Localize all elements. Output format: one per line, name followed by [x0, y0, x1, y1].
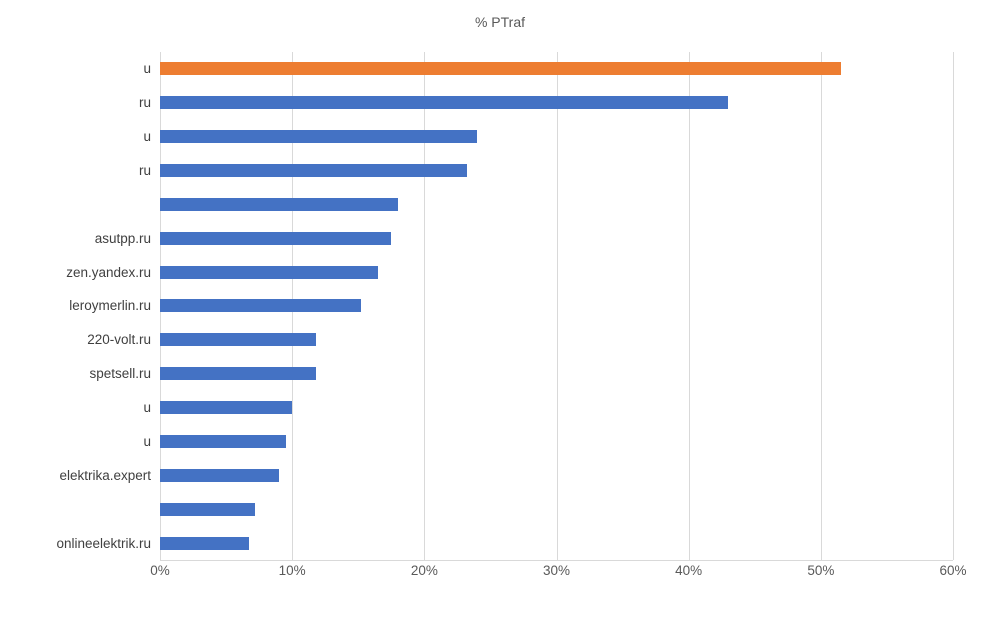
bar-row: spetsell.ru	[89, 357, 953, 391]
x-tick-label: 20%	[410, 563, 438, 578]
bar-row: u	[143, 120, 953, 154]
bar	[160, 96, 729, 110]
bar-row: leroymerlin.ru	[69, 289, 953, 323]
plot-area: u ru u ru asutpp.ru zen.yandex.ru leroymerlin.…	[56, 52, 954, 561]
bar-row: onlineelektrik.ru	[56, 526, 953, 560]
category-label: asutpp.ru	[94, 230, 151, 246]
category-label: u	[143, 400, 151, 416]
bar	[160, 434, 286, 448]
bar	[160, 231, 392, 245]
category-label: u	[143, 61, 151, 77]
bar-row: elektrika.expert	[59, 458, 953, 492]
gridline	[424, 52, 426, 560]
bar-row	[160, 492, 953, 526]
bar-row: u	[143, 52, 953, 86]
bar	[160, 468, 279, 482]
bar	[160, 502, 256, 516]
bar	[160, 130, 478, 144]
bar-row: u	[143, 391, 953, 425]
bar-row: zen.yandex.ru	[66, 255, 953, 289]
bar	[160, 197, 398, 211]
bar-row: asutpp.ru	[95, 221, 953, 255]
category-label: u	[143, 129, 151, 145]
bar	[160, 536, 249, 550]
bar-row	[160, 187, 953, 221]
bar-row: ru	[139, 86, 953, 120]
chart-title: % PTraf	[474, 14, 526, 30]
x-tick-label: 10%	[278, 563, 306, 578]
x-tick-label: 60%	[939, 563, 967, 578]
bar	[160, 367, 316, 381]
bar	[160, 401, 293, 415]
category-label: elektrika.expert	[59, 467, 151, 483]
gridline	[688, 52, 690, 560]
x-tick-label: 50%	[807, 563, 835, 578]
gridline	[820, 52, 822, 560]
x-axis: 0% 10% 20% 30% 40% 50% 60%	[150, 563, 966, 583]
x-tick-label: 30%	[542, 563, 571, 578]
gridline	[953, 52, 954, 560]
category-label: onlineelektrik.ru	[56, 535, 151, 551]
bar	[160, 333, 316, 347]
bar-row: ru	[139, 154, 953, 188]
x-tick-label: 0%	[150, 563, 170, 578]
bar	[160, 299, 361, 313]
x-tick-label: 40%	[675, 563, 703, 578]
gridline	[556, 52, 558, 560]
category-label: ru	[138, 163, 151, 179]
category-label: ru	[138, 95, 151, 111]
category-label: spetsell.ru	[89, 366, 151, 382]
bar	[160, 164, 467, 178]
bar	[160, 62, 841, 76]
category-label: zen.yandex.ru	[66, 264, 151, 280]
category-label: 220-volt.ru	[87, 332, 151, 348]
bar-row: 220-volt.ru	[87, 323, 953, 357]
category-label: u	[143, 433, 151, 449]
category-label: leroymerlin.ru	[69, 298, 151, 314]
bar-row: u	[143, 425, 953, 459]
bar	[160, 265, 379, 279]
